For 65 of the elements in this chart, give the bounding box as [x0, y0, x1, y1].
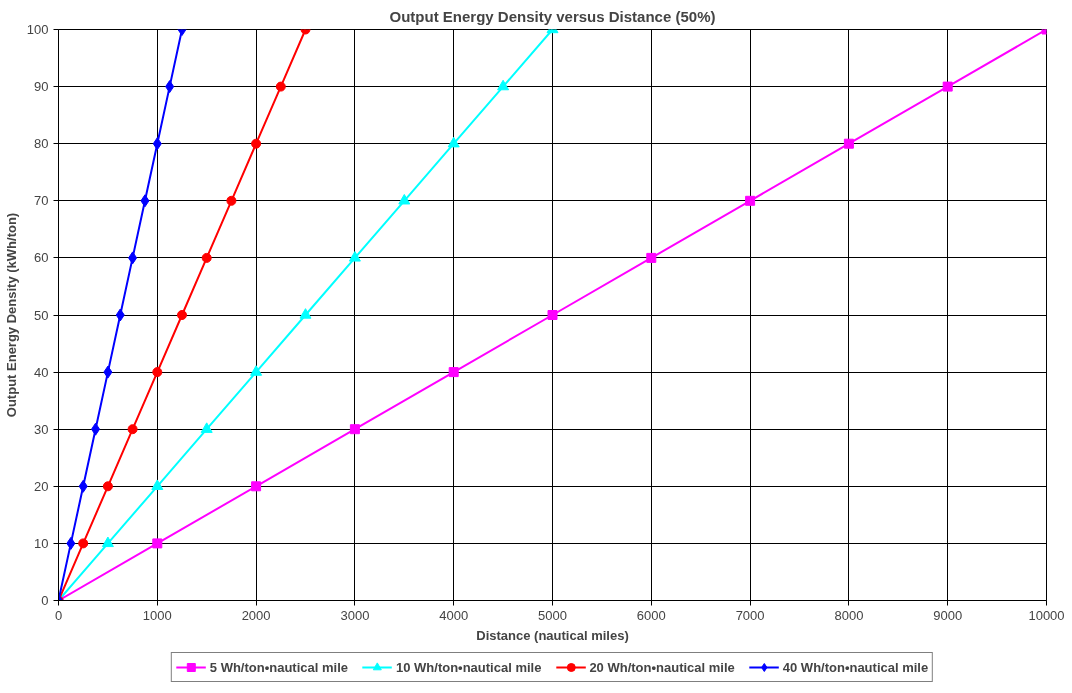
point	[226, 195, 237, 206]
x-tick-label: 9000	[933, 607, 963, 623]
point	[201, 252, 212, 263]
point	[152, 538, 163, 549]
y-tick-label: 70	[34, 193, 49, 209]
legend-label: 20 Wh/ton•nautical mile	[589, 659, 735, 675]
y-tick-label: 20	[34, 478, 49, 494]
y-tick-label: 50	[34, 307, 49, 323]
point	[250, 365, 263, 376]
y-tick-label: 10	[34, 535, 49, 551]
point	[78, 538, 89, 549]
y-tick-label: 30	[34, 421, 49, 437]
x-tick-label: 6000	[636, 607, 666, 623]
y-axis-title: Output Energy Density (kWh/ton)	[3, 212, 19, 418]
point	[151, 479, 164, 490]
x-tick-label: 8000	[834, 607, 864, 623]
point	[251, 138, 262, 149]
point	[843, 138, 854, 149]
point	[152, 367, 163, 378]
x-tick-label: 7000	[735, 607, 765, 623]
legend-label: 40 Wh/ton•nautical mile	[782, 659, 929, 675]
y-tick-label: 90	[34, 79, 49, 95]
point	[66, 536, 76, 550]
legend-label: 10 Wh/ton•nautical mile	[395, 659, 542, 675]
point	[497, 79, 510, 91]
x-axis-title: Distance (nautical miles)	[476, 627, 629, 643]
y-tick-label: 100	[26, 22, 49, 37]
point	[745, 195, 756, 206]
x-tick-label: 5000	[538, 607, 567, 623]
x-tick-label: 4000	[439, 607, 469, 623]
point	[349, 424, 360, 435]
y-tick-label: 80	[34, 136, 49, 152]
x-tick-label: 3000	[340, 607, 370, 623]
point	[447, 136, 460, 148]
point	[103, 365, 113, 379]
x-tick-label: 2000	[241, 607, 271, 623]
point	[200, 422, 213, 433]
y-tick-label: 60	[34, 250, 49, 266]
y-tick-label: 0	[41, 593, 49, 608]
y-tick-label: 40	[34, 364, 49, 380]
point	[165, 80, 175, 94]
point	[127, 424, 138, 435]
point	[140, 194, 150, 208]
x-tick-label: 0	[54, 607, 63, 623]
point	[177, 310, 187, 320]
point	[78, 479, 88, 493]
point	[251, 481, 262, 492]
chart-title: Output Energy Density versus Distance (50%)	[389, 7, 716, 25]
point	[348, 251, 361, 262]
point	[448, 367, 459, 378]
point	[275, 81, 286, 92]
point	[91, 422, 101, 436]
x-tick-label: 1000	[142, 607, 172, 623]
legend-label: 5 Wh/ton•nautical mile	[209, 659, 348, 675]
point	[398, 193, 411, 205]
point	[102, 481, 113, 492]
point	[547, 310, 558, 320]
point	[646, 252, 657, 263]
point	[299, 308, 312, 319]
point	[101, 536, 114, 548]
x-tick-label: 10000	[1028, 607, 1065, 623]
point	[942, 81, 953, 92]
point	[152, 137, 162, 151]
point	[128, 251, 138, 265]
point	[115, 308, 125, 322]
